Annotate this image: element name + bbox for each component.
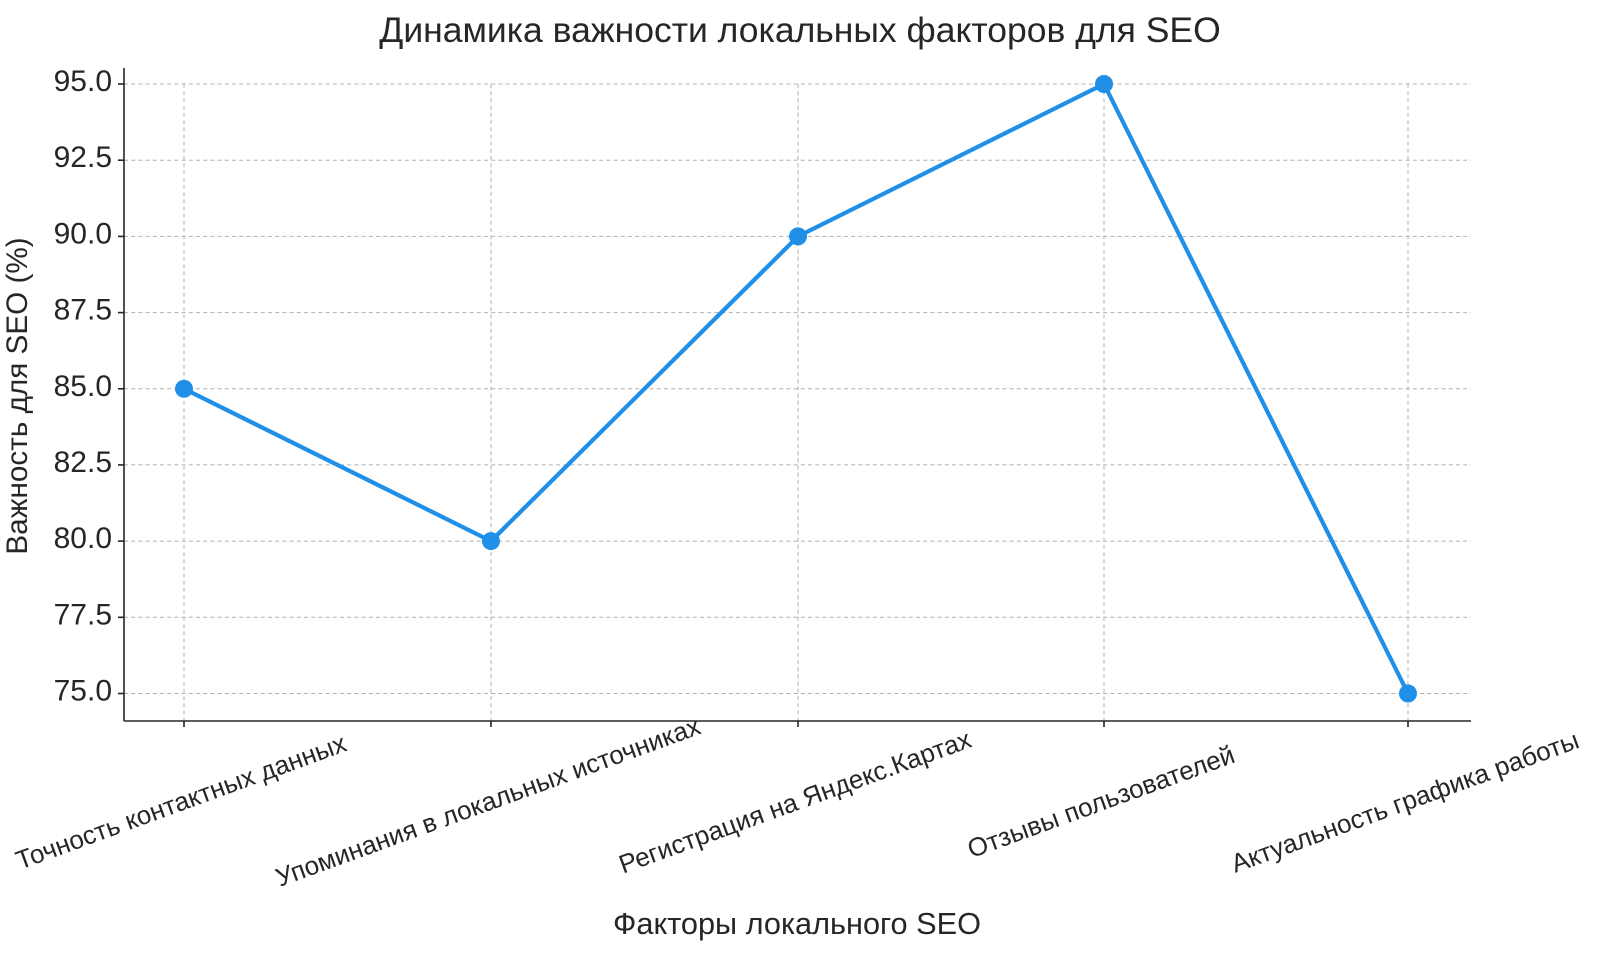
svg-text:Важность для SEO (%): Важность для SEO (%) [1, 237, 34, 554]
svg-text:87.5: 87.5 [54, 294, 112, 327]
svg-text:75.0: 75.0 [54, 675, 112, 708]
svg-text:77.5: 77.5 [54, 598, 112, 631]
svg-text:85.0: 85.0 [54, 370, 112, 403]
svg-text:Актуальность графика работы: Актуальность графика работы [1227, 725, 1583, 879]
svg-text:82.5: 82.5 [54, 446, 112, 479]
svg-text:92.5: 92.5 [54, 141, 112, 174]
svg-text:Отзывы пользователей: Отзывы пользователей [963, 739, 1238, 864]
svg-text:80.0: 80.0 [54, 522, 112, 555]
svg-text:95.0: 95.0 [54, 65, 112, 98]
svg-text:Факторы локального SEO: Факторы локального SEO [613, 906, 981, 941]
svg-text:90.0: 90.0 [54, 217, 112, 250]
